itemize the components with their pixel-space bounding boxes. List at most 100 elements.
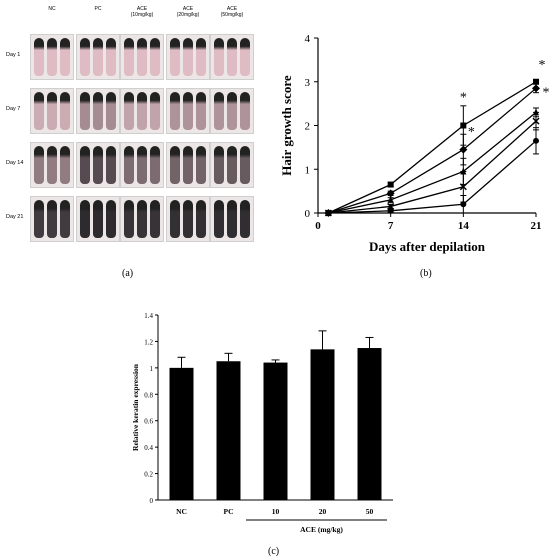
mouse-photo (30, 142, 74, 188)
data-point (387, 181, 394, 188)
mouse-photo (120, 88, 164, 134)
column-header-line1: ACE (226, 6, 238, 12)
mouse-image (227, 92, 237, 130)
mouse-image (137, 200, 147, 238)
mouse-image (80, 38, 90, 76)
mouse-image (93, 38, 103, 76)
mouse-image (93, 146, 103, 184)
x-tick-label: NC (176, 507, 187, 516)
mouse-image (34, 92, 44, 130)
mouse-image (196, 92, 206, 130)
column-header: ACE (10mg/kg) (120, 6, 164, 18)
mouse-photo (210, 142, 254, 188)
mouse-image (214, 146, 224, 184)
mouse-photo (76, 142, 120, 188)
column-header-line2: (10mg/kg) (130, 12, 154, 18)
mouse-photo (120, 142, 164, 188)
y-tick-label: 0 (150, 497, 154, 505)
column-header-line1: ACE (182, 6, 194, 12)
mouse-photo (210, 34, 254, 80)
data-point (387, 202, 395, 210)
series-line (328, 81, 537, 214)
mouse-image (137, 92, 147, 130)
y-axis-label: Relative keratin expression (131, 363, 140, 451)
mouse-image (106, 38, 116, 76)
data-point (386, 189, 395, 198)
column-header-line1: PC (94, 6, 102, 12)
panel-label-c: (c) (268, 546, 280, 557)
data-point (460, 122, 467, 129)
mouse-image (34, 200, 44, 238)
mouse-image (34, 38, 44, 76)
mouse-photo (210, 88, 254, 134)
data-point (325, 210, 332, 216)
mouse-image (240, 146, 250, 184)
column-header-line1: NC (48, 6, 56, 12)
mouse-image (106, 146, 116, 184)
x-tick-label: 20 (319, 507, 327, 516)
mouse-image (137, 38, 147, 76)
mouse-image (47, 200, 57, 238)
series-line (328, 87, 537, 214)
mouse-image (183, 38, 193, 76)
bar (357, 348, 382, 500)
hair-growth-line-chart: 0 1 2 3 4 0 7 14 21 Days after depilation Hair gro… (279, 33, 550, 254)
column-header: NC (30, 6, 74, 12)
mouse-image (60, 38, 70, 76)
row-label: Day 7 (6, 106, 21, 112)
y-tick-label: 0.4 (144, 444, 153, 452)
mouse-image (196, 146, 206, 184)
panel-label-a: (a) (122, 268, 134, 279)
mouse-image (93, 92, 103, 130)
mouse-image (60, 92, 70, 130)
mouse-image (124, 200, 134, 238)
mouse-image (80, 92, 90, 130)
mouse-photo (30, 34, 74, 80)
mouse-image (80, 200, 90, 238)
mouse-image (240, 200, 250, 238)
y-tick-label: 0.2 (144, 471, 153, 479)
mouse-image (34, 146, 44, 184)
mouse-photo (120, 196, 164, 242)
y-tick-label: 4 (305, 33, 311, 45)
x-tick-label: 14 (458, 220, 470, 232)
mouse-photo (166, 142, 210, 188)
y-tick-label: 1 (305, 164, 311, 176)
mouse-image (124, 92, 134, 130)
significance-annotation: * (460, 91, 467, 106)
mouse-image (183, 146, 193, 184)
mouse-image (47, 92, 57, 130)
bar (263, 362, 288, 500)
series-line (328, 111, 537, 214)
mouse-image (150, 92, 160, 130)
mouse-image (214, 200, 224, 238)
mouse-image (240, 92, 250, 130)
mouse-image (183, 92, 193, 130)
series-line (328, 140, 537, 214)
x-tick-label: 50 (366, 507, 374, 516)
x-tick-label: 7 (388, 220, 394, 232)
significance-annotation: * (543, 86, 550, 101)
y-tick-label: 1.4 (144, 312, 153, 320)
significance-annotation: * (468, 125, 475, 140)
data-point (459, 145, 468, 154)
y-tick-label: 3 (305, 77, 311, 89)
data-point (533, 137, 539, 144)
mouse-photo (166, 34, 210, 80)
mouse-image (196, 200, 206, 238)
data-point (387, 195, 394, 203)
keratin-bar-chart: 0 0.2 0.4 0.6 0.8 1 1.2 1.4 Relative keratin exp… (131, 312, 393, 534)
mouse-image (124, 38, 134, 76)
mouse-image (93, 200, 103, 238)
mouse-photo (76, 88, 120, 134)
data-point (387, 207, 394, 214)
row-label: Day 21 (6, 214, 24, 220)
row-label: Day 1 (6, 52, 21, 58)
mouse-image (47, 38, 57, 76)
mouse-image (106, 92, 116, 130)
data-point (532, 117, 540, 125)
panel-label-b: (b) (420, 268, 432, 279)
mouse-photo-panel: NC PC ACE (10mg/kg) ACE (20mg/kg) ACE (50mg/kg)… (6, 0, 260, 250)
mouse-image (183, 200, 193, 238)
data-point (533, 78, 539, 85)
